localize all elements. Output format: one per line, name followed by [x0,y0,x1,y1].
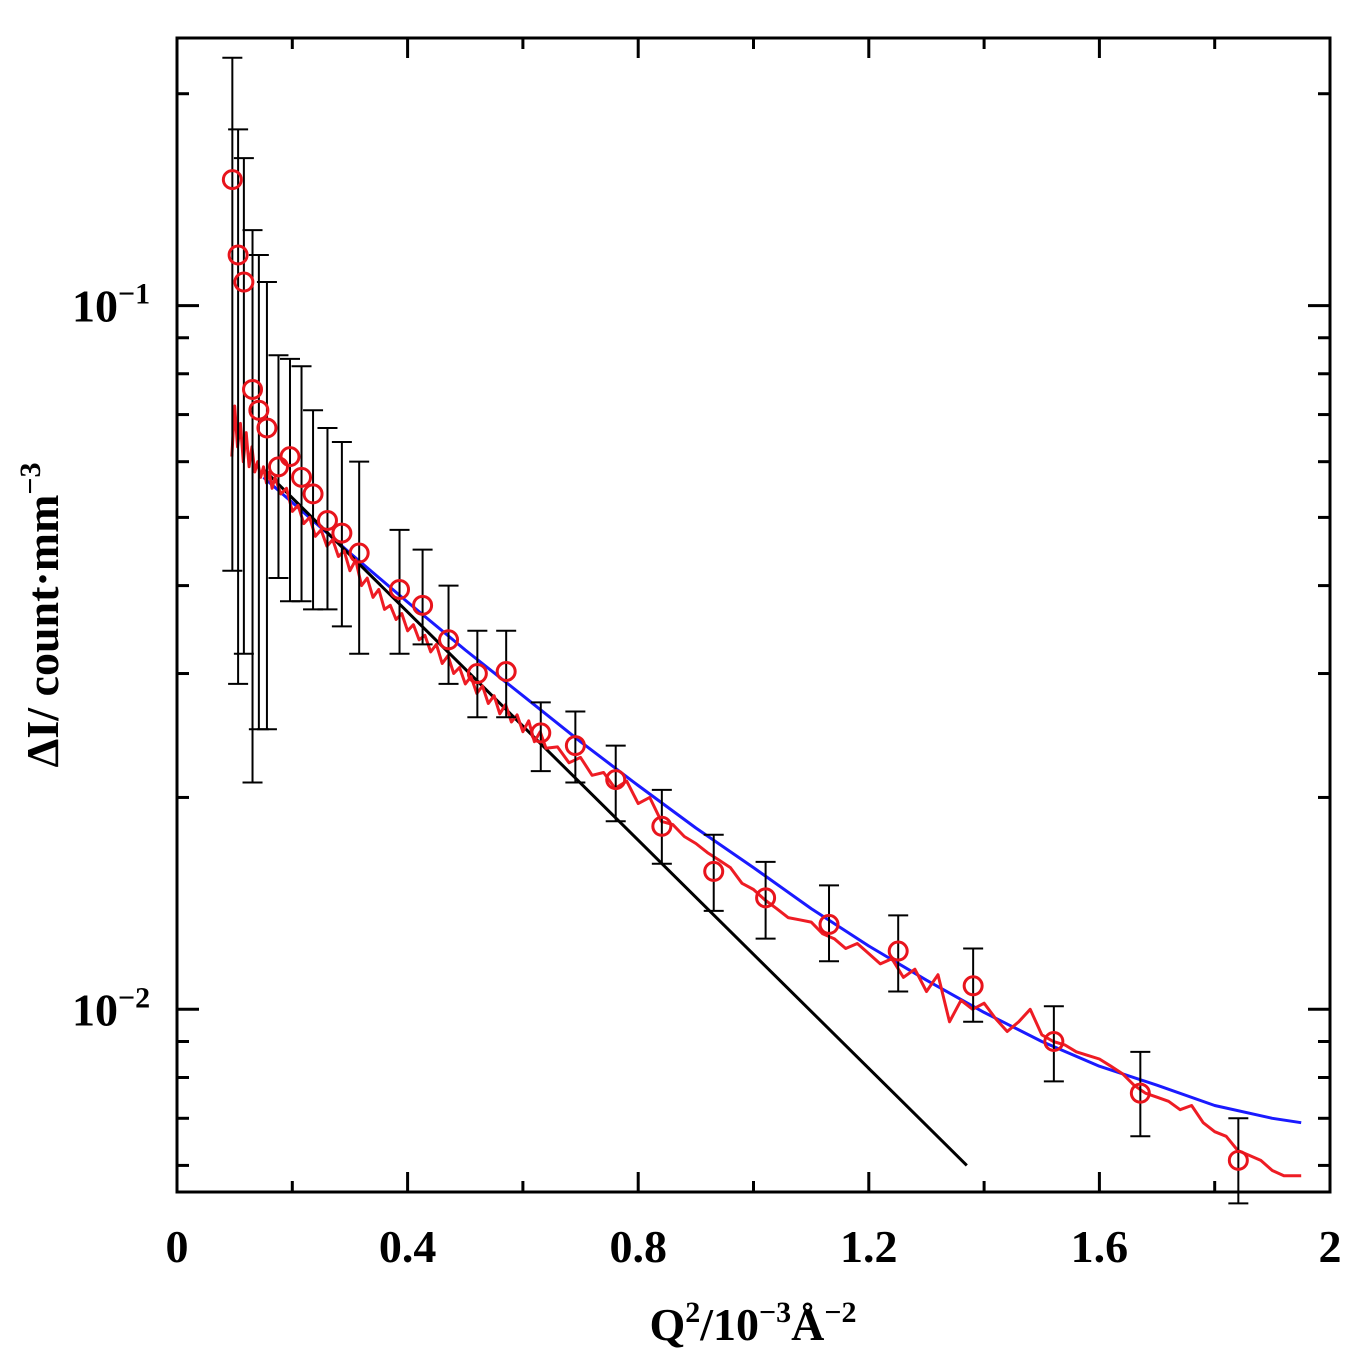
data-point [755,887,777,909]
data-point [530,722,552,744]
data-point [1129,1082,1151,1104]
errorbar-layer [222,56,1249,1205]
data-point [316,509,338,531]
data-point [703,860,725,882]
data-point [1227,1149,1249,1171]
data-point-layer [221,169,1249,1171]
data-point [962,975,984,997]
data-point [818,913,840,935]
data-point [348,542,370,564]
data-point [412,594,434,616]
data-point [256,417,278,439]
data-point [564,735,586,757]
x-tick-label: 0.4 [379,1221,437,1272]
y-tick-label: 10−2 [72,981,150,1035]
data-point [242,378,264,400]
data-point [233,271,255,293]
data-point [466,663,488,685]
model-fit-line [262,476,1302,1125]
data-point [279,446,301,468]
model-fit-layer [262,476,1302,1125]
x-tick-label: 2 [1319,1221,1342,1272]
data-point [302,483,324,505]
x-axis-title: Q2/10−3Å−2 [649,1296,856,1350]
data-point [227,244,249,266]
data-point [248,399,270,421]
data-point [389,578,411,600]
x-tick-label: 1.6 [1071,1221,1129,1272]
data-point [1043,1030,1065,1052]
data-point [605,769,627,791]
plot-frame [175,36,1332,1194]
y-tick-label: 10−1 [72,278,150,332]
simulation-line [230,404,1302,1178]
data-point [651,815,673,837]
data-point [291,466,313,488]
y-axis-title: ΔI/ count·mm−3 [14,462,68,767]
data-point [221,169,243,191]
x-tick-label: 0.8 [609,1221,667,1272]
data-point [438,629,460,651]
x-tick-label: 0 [166,1221,189,1272]
simulation-layer [230,404,1302,1178]
x-tick-label: 1.2 [840,1221,898,1272]
axis-ticks [175,38,1332,1192]
data-point [331,522,353,544]
data-point [495,660,517,682]
axis-labels: 0 0.4 0.8 1.2 1.6 2 10−2 10−1 Q2/10−3Å−2 ΔI/ coun… [14,278,1342,1350]
data-point [887,940,909,962]
